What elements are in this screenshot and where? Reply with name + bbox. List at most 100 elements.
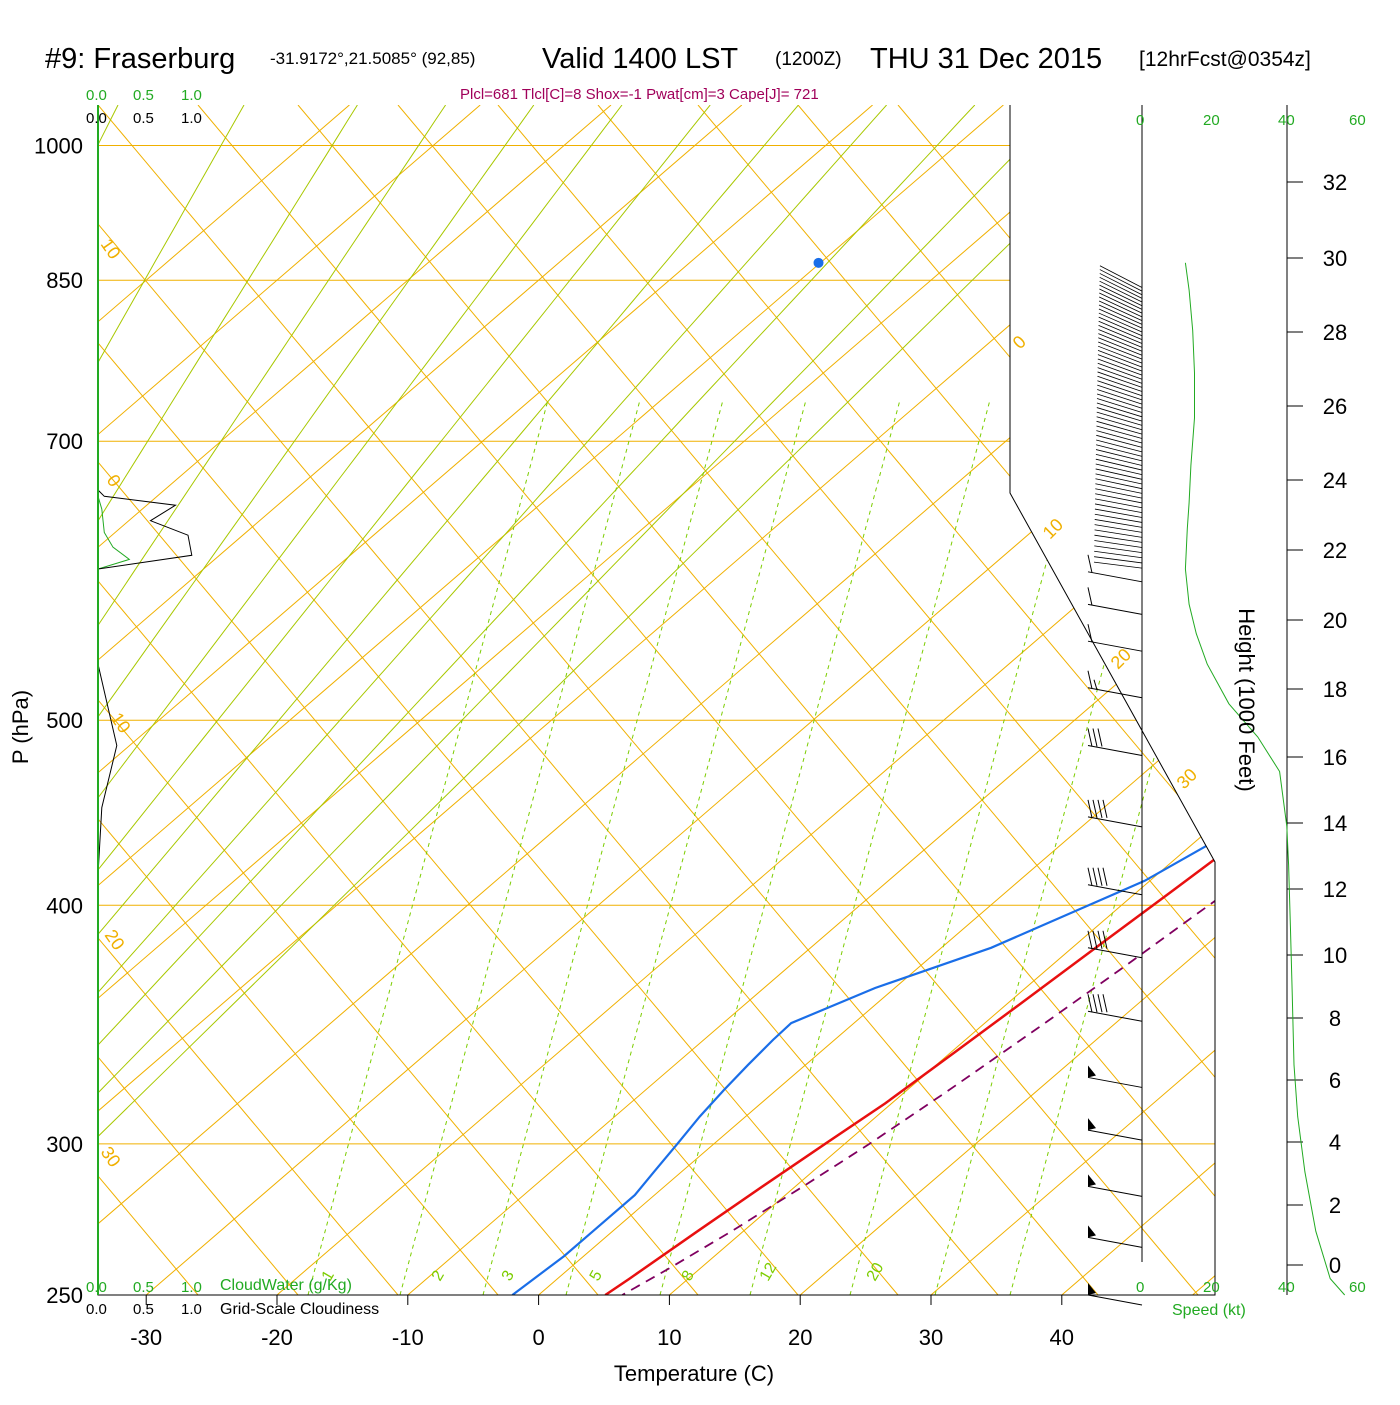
wind-barb xyxy=(1087,1185,1143,1197)
wind-barb xyxy=(1095,478,1143,490)
green-tick-0: 0.0 xyxy=(86,87,107,104)
height-tick-label: 20 xyxy=(1323,608,1347,633)
speed-axis-label: Speed (kt) xyxy=(1172,1302,1246,1319)
wind-barb xyxy=(1094,534,1143,543)
wind-barb xyxy=(1099,296,1143,318)
p-tick-label: 500 xyxy=(46,708,83,733)
wind-barb xyxy=(1094,524,1143,533)
wind-barb xyxy=(1099,280,1143,303)
wind-barb xyxy=(1095,483,1143,494)
mixing-ratio-line xyxy=(934,399,1176,1295)
wind-barb xyxy=(1098,324,1143,344)
wind-barb-feather xyxy=(1092,867,1098,886)
wind-barb-feather xyxy=(1102,930,1108,949)
mixing-ratio-line xyxy=(482,399,724,1295)
dry-adiabat-line xyxy=(797,105,1215,1295)
wind-barb xyxy=(1095,463,1143,476)
p-tick-label: 700 xyxy=(46,429,83,454)
wind-barb xyxy=(1098,329,1143,348)
wind-barb xyxy=(1095,493,1143,504)
mixing-ratio-label: 12 xyxy=(757,1260,781,1284)
wind-barb-flag xyxy=(1088,1174,1096,1187)
x-tick-label: 10 xyxy=(657,1325,681,1350)
mixing-ratio-line xyxy=(399,399,641,1295)
isotherm-line xyxy=(98,105,612,1295)
height-tick-label: 28 xyxy=(1323,320,1347,345)
x-tick-label: 30 xyxy=(919,1325,943,1350)
wind-barb xyxy=(1087,947,1143,959)
dry-adiabat-line xyxy=(497,105,1215,1295)
wind-barb xyxy=(1096,439,1143,453)
wind-barb xyxy=(1095,473,1143,485)
height-tick-label: 2 xyxy=(1329,1193,1341,1218)
wind-barb-feather xyxy=(1087,867,1093,886)
height-tick-label: 12 xyxy=(1323,877,1347,902)
forecast-label: [12hrFcst@0354z] xyxy=(1139,48,1311,71)
cloudiness-line xyxy=(98,489,193,875)
wind-barb xyxy=(1094,503,1143,514)
axes xyxy=(97,105,1346,1305)
wind-barb xyxy=(1098,304,1143,325)
isotherm-line xyxy=(98,105,350,1295)
wind-barb-feather xyxy=(1097,799,1103,818)
wind-barb-flag xyxy=(1088,1225,1096,1238)
height-tick-label: 22 xyxy=(1323,538,1347,563)
wind-barb-feather xyxy=(1092,930,1098,949)
mixing-ratio-line xyxy=(659,399,901,1295)
speed-tick-top-0: 0 xyxy=(1136,112,1144,129)
y-axis-title: P (hPa) xyxy=(8,690,33,764)
p-tick-label: 300 xyxy=(46,1132,83,1157)
speed-tick-bottom-1: 20 xyxy=(1203,1279,1220,1296)
green-tick-1: 0.5 xyxy=(133,87,154,104)
speed-tick-top-2: 40 xyxy=(1278,112,1295,129)
wind-barb xyxy=(1094,519,1143,528)
wind-barb xyxy=(1096,420,1143,435)
x-axis-title: Temperature (C) xyxy=(614,1361,774,1386)
dewpoint-line xyxy=(511,261,1215,1295)
dry-adiabat-line xyxy=(98,105,299,1295)
isotherm-line xyxy=(98,105,873,1295)
speed-tick-bottom-2: 40 xyxy=(1278,1279,1295,1296)
height-tick-label: 14 xyxy=(1323,811,1347,836)
moist-adiabat-line xyxy=(98,105,976,1295)
wind-barb xyxy=(1098,308,1143,329)
wind-barb xyxy=(1098,312,1143,333)
wind-barb xyxy=(1097,380,1143,397)
moist-adiabat-line xyxy=(98,105,535,1295)
wind-barb xyxy=(1094,529,1143,538)
p-tick-label: 400 xyxy=(46,893,83,918)
wind-barb xyxy=(1097,375,1143,392)
moist-adiabat-line xyxy=(98,105,623,1295)
wind-barb xyxy=(1087,640,1143,652)
wind-barb xyxy=(1095,458,1143,471)
height-axis-title: Height (1000 Feet) xyxy=(1234,608,1259,791)
black-tick-bottom-2: 1.0 xyxy=(181,1301,202,1318)
height-tick-label: 24 xyxy=(1323,468,1347,493)
surface-dewpoint-point xyxy=(813,257,824,268)
dry-adiabat-line xyxy=(397,105,1215,1295)
p-tick-label: 250 xyxy=(46,1283,83,1308)
wind-barb xyxy=(1097,354,1143,372)
wind-barb xyxy=(1097,389,1143,405)
wind-barb xyxy=(1096,425,1143,439)
wind-barb xyxy=(1096,444,1143,457)
green-tick-bottom-1: 0.5 xyxy=(133,1279,154,1296)
wind-barb-feather xyxy=(1087,930,1093,949)
dry-adiabat-line xyxy=(98,105,999,1295)
speed-tick-top-1: 20 xyxy=(1203,112,1220,129)
isotherm-line xyxy=(930,105,1215,1295)
station-title: #9: Fraserburg xyxy=(45,43,235,75)
speed-tick-top-3: 60 xyxy=(1349,112,1366,129)
wind-barb-feather xyxy=(1087,994,1093,1013)
x-tick-label: -20 xyxy=(261,1325,293,1350)
wind-barb-feather xyxy=(1097,867,1103,886)
wind-barb-feather xyxy=(1087,799,1093,818)
height-tick-label: 32 xyxy=(1323,170,1347,195)
wind-barb xyxy=(1096,434,1143,448)
height-tick-label: 6 xyxy=(1329,1068,1341,1093)
height-tick-label: 0 xyxy=(1329,1253,1341,1278)
wind-barb xyxy=(1087,744,1143,756)
wind-barb xyxy=(1099,265,1143,288)
wind-barb xyxy=(1087,1294,1143,1306)
